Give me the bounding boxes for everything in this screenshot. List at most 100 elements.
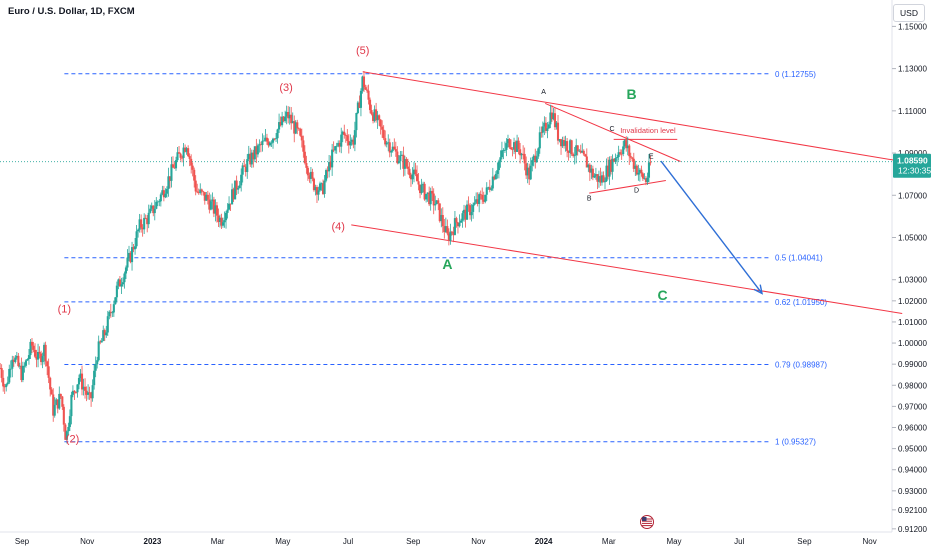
candle-body [33,349,37,357]
candle-body [561,140,564,147]
time-tick-label: Nov [862,537,876,546]
candle-body [14,357,17,362]
candle-body [258,144,261,146]
candle-body [456,222,460,227]
candle-body [335,145,338,147]
candle-body [206,194,209,200]
candle-body [470,211,473,216]
candle-body [11,359,14,369]
chart-title: Euro / U.S. Dollar, 1D, FXCM [8,6,135,17]
price-tick-label: 1.11000 [898,107,927,116]
wave-label: A [442,256,452,272]
candle-body [0,368,3,378]
candle-body [199,189,202,193]
candle-body [67,426,70,432]
candle-body [121,282,124,285]
candle-body [253,146,256,160]
time-tick-label: Sep [15,537,30,546]
candle-body [261,140,264,146]
candle-body [232,189,235,200]
candle-body [338,142,341,147]
candle-body [566,141,569,151]
candle-body [147,212,150,225]
candle-body [469,205,472,216]
candle-body [267,141,270,146]
candle-body [502,150,505,151]
candle-body [287,111,290,119]
wave-label: (5) [356,45,369,57]
price-tag-countdown: 12:30:35 [898,166,931,176]
candle-body [467,204,470,206]
candle-body [522,153,525,155]
candle-body [614,158,617,162]
candle-body [197,192,200,194]
candle-body [603,181,607,183]
candle-body [649,162,652,164]
time-tick-label: Jul [734,537,744,546]
candle-body [191,165,194,170]
candle-body [382,129,385,139]
candle-body [558,139,561,141]
candle-body [570,140,573,155]
candle-body [320,183,323,185]
candle-body [302,140,305,152]
candle-body [550,112,553,120]
candle-body [638,169,641,173]
candle-body [196,191,199,193]
candle-body [458,222,461,227]
candle-body [32,345,35,350]
wave-label: C [610,126,615,133]
candle-body [50,389,53,395]
candle-body [441,215,444,227]
currency-button[interactable]: USD [893,4,925,22]
candle-body [394,149,397,152]
candle-body [462,209,466,214]
candle-body [379,119,382,127]
candle-body [293,121,296,134]
price-tick-label: 1.02000 [898,297,927,306]
candle-body [294,122,297,134]
candle-body [500,150,503,158]
candle-body [355,112,358,131]
candle-body [87,392,90,395]
candle-body [162,190,165,198]
candle-body [438,203,441,222]
candle-body [226,209,229,213]
candle-body [446,226,449,234]
candle-body [634,165,637,169]
candle-body [343,131,346,135]
price-tick-label: 1.09000 [898,149,927,158]
candle-body [512,142,516,150]
candle-body [585,156,588,168]
candle-body [602,175,605,183]
candle-body [581,150,584,153]
candle-body [18,365,21,367]
candle-body [367,90,370,100]
candle-body [73,390,76,393]
time-tick-label: Mar [211,537,225,546]
candle-body [505,143,508,150]
candle-body [508,139,511,148]
candle-body [559,139,563,147]
candle-body [93,370,96,386]
candle-body [155,201,158,209]
candle-body [409,175,413,180]
fib-level-label: 1 (0.95327) [775,438,816,447]
candle-body [488,187,491,190]
price-tick-label: 0.94000 [898,466,927,475]
candle-body [402,154,405,169]
candle-body [390,150,393,153]
candle-body [573,155,576,157]
candle-body [408,168,411,176]
price-tick-label: 0.97000 [898,402,927,411]
candle-body [102,330,105,341]
candle-body [632,158,635,169]
candle-body [420,184,423,194]
candle-body [393,146,396,150]
candle-body [555,122,558,128]
price-tag-bg [893,153,931,178]
candle-body [340,134,343,147]
candle-body [126,257,129,268]
